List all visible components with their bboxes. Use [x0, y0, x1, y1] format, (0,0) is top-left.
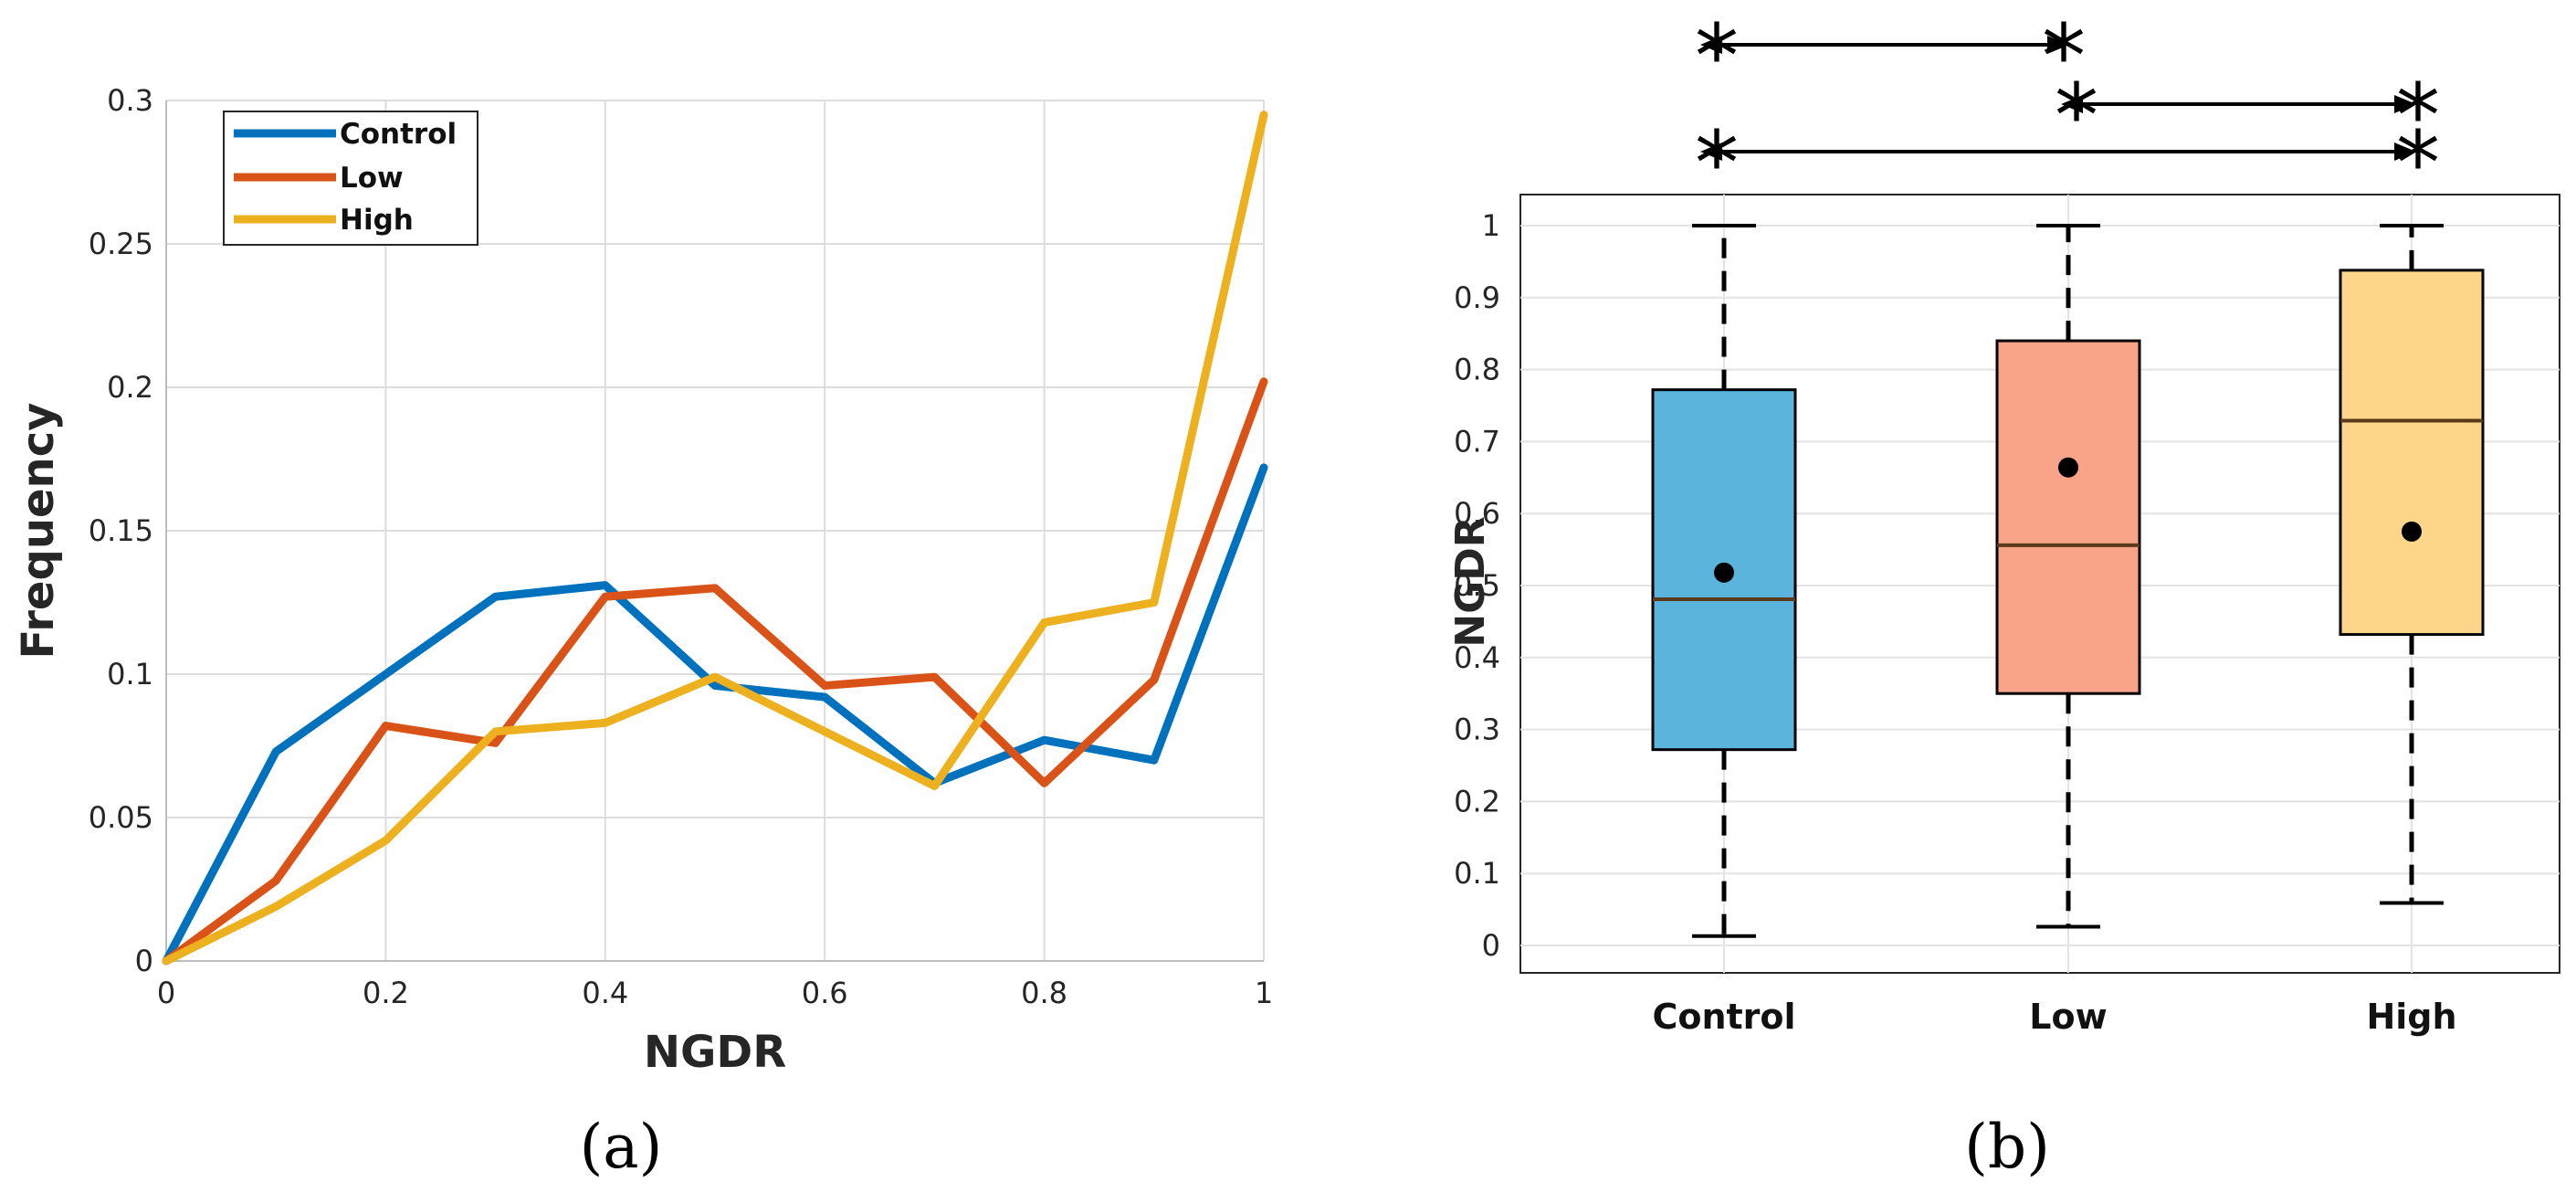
box-low: [1995, 339, 2141, 695]
y-tick-label: 0.2: [1454, 784, 1500, 818]
box-high: [2339, 269, 2485, 637]
y-tick-label: 0.7: [1454, 424, 1500, 459]
y-tick-label: 0.8: [1454, 353, 1500, 387]
series-line-high: [162, 111, 1268, 966]
y-tick-label: 0.1: [107, 657, 153, 692]
x-axis-label-a: NGDR: [644, 1027, 786, 1078]
y-tick-label: 0.3: [107, 83, 153, 118]
legend-label-control: Control: [340, 118, 457, 151]
y-axis-label-a: Frequency: [13, 403, 64, 660]
x-tick-label: 0: [157, 976, 175, 1010]
line-chart-y-ticks: 0 0.05 0.1 0.15 0.2 0.25 0.3: [89, 83, 153, 978]
x-tick-label: 0.2: [363, 976, 409, 1010]
y-tick-label: 0.9: [1454, 280, 1500, 315]
line-chart-x-ticks: 0 0.2 0.4 0.6 0.8 1: [157, 976, 1273, 1010]
x-tick-label: 0.6: [802, 976, 848, 1010]
line-chart-series: [162, 111, 1268, 966]
significance-star-control-high-right: *: [2396, 112, 2440, 215]
mean-marker-control: [1714, 562, 1734, 583]
arrowhead: [2047, 36, 2069, 54]
line-chart-grid: [165, 100, 1265, 962]
arrowhead: [2394, 143, 2416, 161]
x-tick-label: 0.4: [582, 976, 628, 1010]
y-tick-label: 0.5: [1454, 568, 1500, 603]
box-plot-panel: 0 0.1 0.2 0.3 0.4 0.5 0.6 0.7 0.8 0.9 1 Control Lo…: [1447, 5, 2560, 1182]
significance-star-control-low-right: *: [2042, 5, 2086, 108]
y-tick-label: 0.1: [1454, 856, 1500, 891]
category-label-control: Control: [1652, 997, 1795, 1037]
y-tick-label: 1: [1482, 208, 1500, 243]
y-tick-label: 0.3: [1454, 713, 1500, 747]
significance-star-control-high-left: *: [1695, 112, 1739, 215]
category-label-high: High: [2366, 997, 2456, 1037]
arrowhead: [2394, 95, 2416, 113]
y-tick-label: 0.4: [1454, 640, 1500, 675]
arrowhead: [2061, 95, 2083, 113]
y-axis-label-b: NGDR: [1447, 516, 1494, 647]
mean-marker-high: [2402, 521, 2422, 542]
y-tick-label: 0.6: [1454, 496, 1500, 531]
y-tick-label: 0: [135, 944, 153, 978]
y-tick-label: 0.15: [89, 513, 153, 548]
series-line-low: [162, 377, 1268, 966]
panel-label-b: (b): [1964, 1112, 2050, 1182]
box-plot-y-ticks: 0 0.1 0.2 0.3 0.4 0.5 0.6 0.7 0.8 0.9 1: [1454, 208, 1500, 963]
panel-label-a: (a): [580, 1112, 663, 1182]
arrowhead: [1700, 143, 1722, 161]
legend: Control Low High: [223, 111, 478, 246]
arrowhead: [1700, 36, 1722, 54]
y-tick-label: 0.2: [107, 370, 153, 405]
legend-label-low: Low: [340, 162, 404, 195]
significance-star-control-low-left: *: [1695, 5, 1739, 108]
significance-brackets: * * * * * *: [1695, 5, 2440, 215]
box-plot-categories: Control Low High: [1652, 997, 2456, 1037]
y-tick-label: 0.05: [89, 800, 153, 835]
legend-label-high: High: [340, 204, 414, 237]
x-tick-label: 1: [1255, 976, 1273, 1010]
category-label-low: Low: [2029, 997, 2107, 1037]
mean-marker-low: [2058, 457, 2078, 478]
y-tick-label: 0: [1482, 928, 1500, 963]
x-tick-label: 0.8: [1021, 976, 1067, 1010]
line-chart-panel: 0 0.2 0.4 0.6 0.8 1 0 0.05 0.1 0.15 0.2 0.25 0.3 NG…: [13, 83, 1273, 1182]
box-plot-boxes: [1651, 224, 2485, 938]
y-tick-label: 0.25: [89, 227, 153, 261]
